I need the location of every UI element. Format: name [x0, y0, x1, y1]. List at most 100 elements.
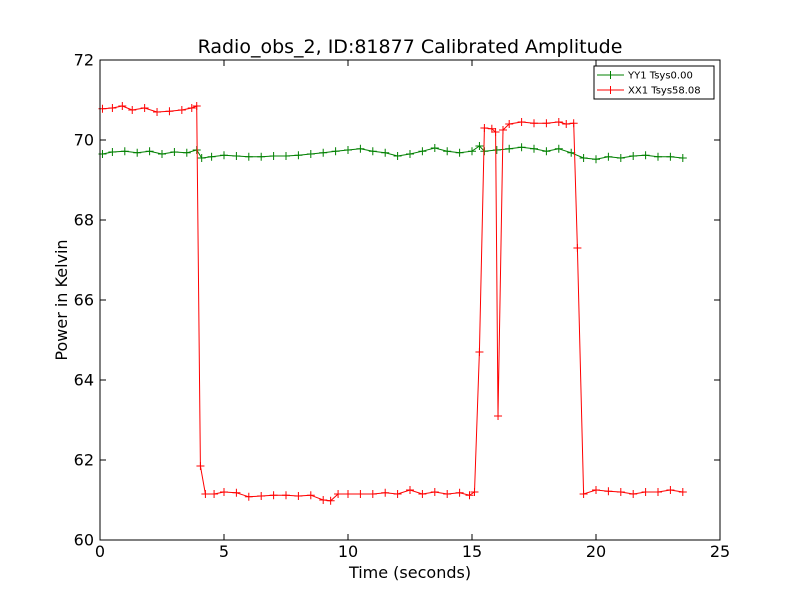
data-point [491, 128, 500, 136]
series-yy1 [98, 142, 687, 164]
data-point [654, 152, 662, 161]
data-point [244, 492, 253, 501]
ticks-layer: 0 5 10 15 20 25 60 62 64 66 68 70 72 [74, 51, 731, 562]
data-point [192, 102, 201, 110]
data-point [344, 490, 352, 498]
data-point [128, 106, 137, 114]
y-tick-label: 68 [74, 211, 94, 230]
y-tick-label: 62 [74, 451, 94, 470]
data-point [475, 142, 484, 150]
data-point [406, 150, 414, 158]
data-point [443, 147, 452, 156]
data-point [187, 104, 196, 112]
data-point [319, 148, 328, 157]
legend-entry-xx1: XX1 Tsys58.08 [597, 86, 701, 97]
data-point [210, 490, 219, 498]
data-point [517, 143, 526, 152]
data-point [356, 490, 365, 498]
data-point [573, 244, 582, 252]
data-point [182, 148, 191, 157]
data-point [334, 490, 343, 498]
data-point [494, 412, 503, 420]
legend-box [593, 65, 715, 100]
y-tick-label: 66 [74, 291, 94, 310]
data-point [393, 490, 402, 498]
data-point [344, 146, 352, 154]
data-point [470, 488, 479, 496]
data-point [220, 488, 228, 496]
data-point [455, 148, 464, 157]
data-point [542, 119, 551, 128]
data-point [196, 462, 205, 470]
data-point [579, 490, 588, 498]
y-tick-label: 70 [74, 131, 94, 150]
data-point [629, 490, 638, 498]
data-point [207, 152, 216, 161]
data-point [554, 118, 563, 126]
x-tick-label: 15 [462, 542, 482, 561]
legend-label-yy1: YY1 Tsys0.00 [627, 71, 693, 82]
data-point [153, 108, 162, 116]
data-point [368, 490, 377, 498]
data-point [165, 107, 174, 116]
data-point [562, 120, 571, 128]
y-tick-label: 60 [74, 531, 94, 550]
y-axis-label: Power in Kelvin [52, 239, 71, 360]
data-point [306, 150, 315, 158]
x-tick-label: 10 [338, 542, 358, 561]
x-axis-label: Time (seconds) [348, 563, 471, 582]
data-point [418, 147, 427, 156]
data-point [554, 144, 563, 153]
data-point [356, 144, 365, 153]
data-point [118, 102, 127, 110]
data-point [678, 488, 687, 496]
data-point [542, 147, 551, 156]
data-point [158, 150, 166, 158]
data-point [257, 152, 266, 161]
series-layer [98, 102, 687, 505]
data-point [569, 119, 578, 128]
x-tick-label: 20 [586, 542, 606, 561]
data-point [430, 488, 439, 496]
data-point [269, 491, 278, 500]
plot-frame [99, 59, 721, 541]
data-point [244, 152, 253, 161]
data-point [418, 490, 427, 498]
data-point [368, 147, 377, 156]
data-point [666, 152, 675, 161]
data-point [455, 488, 464, 497]
data-point [616, 488, 625, 496]
data-point [604, 487, 613, 496]
data-point [294, 492, 303, 500]
legend-entry-yy1: YY1 Tsys0.00 [597, 71, 693, 82]
chart-title: Radio_obs_2, ID:81877 Calibrated Amplitu… [198, 36, 623, 58]
legend: YY1 Tsys0.00 XX1 Tsys58.08 [593, 65, 715, 100]
data-point [232, 152, 241, 160]
data-point [468, 147, 476, 156]
x-tick-label: 25 [710, 542, 730, 561]
data-point [492, 146, 501, 154]
data-point [220, 151, 228, 160]
data-point [145, 147, 154, 156]
data-point [480, 124, 489, 132]
data-point [406, 486, 414, 494]
series-xx1 [98, 102, 687, 505]
x-tick-label: 5 [219, 542, 229, 561]
data-point [294, 151, 303, 160]
data-point [475, 348, 484, 356]
data-point [393, 152, 402, 160]
data-point [530, 119, 538, 128]
data-point [629, 152, 638, 160]
data-point [641, 488, 650, 496]
data-point [331, 147, 340, 156]
data-point [319, 496, 328, 504]
data-point [197, 154, 206, 162]
data-point [604, 152, 613, 161]
data-point [108, 104, 117, 112]
data-point [201, 490, 210, 498]
y-tick-label: 72 [74, 51, 94, 70]
data-point [430, 144, 439, 152]
y-tick-label: 64 [74, 371, 94, 390]
data-point [381, 488, 390, 497]
